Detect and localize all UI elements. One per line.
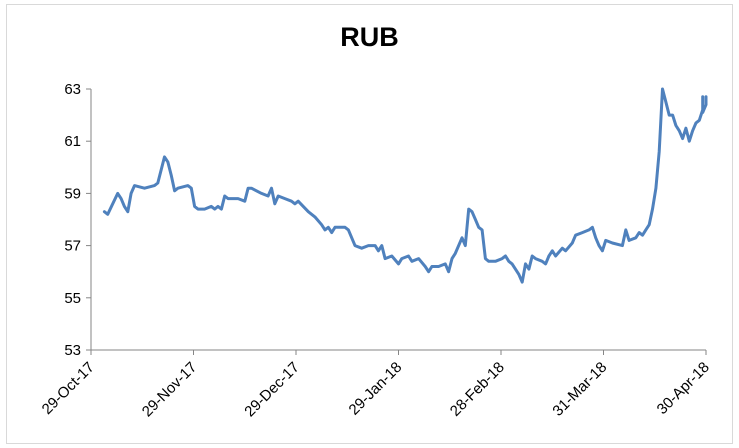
series-line-0 [102,87,708,284]
chart-frame [6,4,733,444]
x-tick-label: 30-Apr-18 [654,359,713,418]
y-tick-label: 53 [64,342,81,359]
x-tick-label: 29-Jan-18 [346,359,406,419]
series-group [102,87,708,284]
x-tick-label: 29-Dec-17 [241,359,303,421]
x-tick-label: 29-Oct-17 [39,359,98,418]
y-tick-label: 59 [64,185,81,202]
chart-axes [86,88,707,355]
y-tick-label: 55 [64,290,81,307]
x-tick-label: 28-Feb-18 [447,359,508,420]
y-tick-label: 57 [64,238,81,255]
y-tick-label: 63 [64,81,81,98]
y-tick-labels: 53 55 57 59 61 63 [64,81,81,359]
chart-title: RUB [340,22,399,52]
x-tick-label: 29-Nov-17 [139,359,201,421]
x-tick-label: 31-Mar-18 [549,359,610,420]
y-tick-label: 61 [64,133,81,150]
x-tick-labels: 29-Oct-17 29-Nov-17 29-Dec-17 29-Jan-18 28-F… [39,359,713,421]
